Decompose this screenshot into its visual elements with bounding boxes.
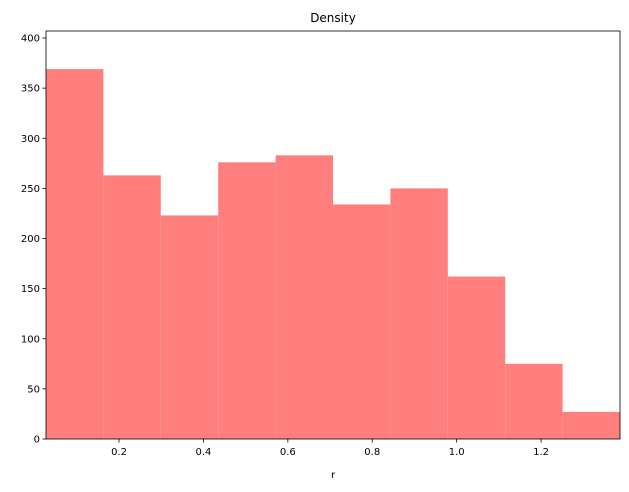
y-tick-label: 350: [21, 84, 40, 95]
bar: [447, 276, 506, 439]
x-tick-label: 0.6: [280, 447, 296, 458]
y-tick-label: 250: [21, 184, 40, 195]
y-tick-label: 200: [21, 234, 40, 245]
chart-title: Density: [310, 11, 356, 25]
y-tick-label: 50: [27, 384, 40, 395]
x-axis-label: r: [331, 470, 336, 481]
y-tick-label: 400: [21, 34, 40, 45]
x-tick-label: 0.2: [111, 447, 127, 458]
bar: [505, 363, 563, 439]
x-tick-label: 1.0: [449, 447, 465, 458]
bar: [333, 204, 391, 439]
bar: [275, 155, 333, 439]
bar: [103, 175, 161, 439]
y-tick-label: 150: [21, 284, 40, 295]
x-tick-label: 1.2: [533, 447, 549, 458]
y-tick-label: 0: [34, 435, 40, 446]
y-tick-label: 300: [21, 134, 40, 145]
x-tick-label: 0.4: [195, 447, 211, 458]
bar: [390, 188, 448, 439]
bar: [562, 411, 620, 439]
bar: [218, 162, 276, 439]
x-tick-label: 0.8: [364, 447, 380, 458]
bar: [160, 215, 219, 439]
bar: [46, 69, 104, 439]
axes-frame: [45, 30, 621, 440]
y-tick-label: 100: [21, 334, 40, 345]
